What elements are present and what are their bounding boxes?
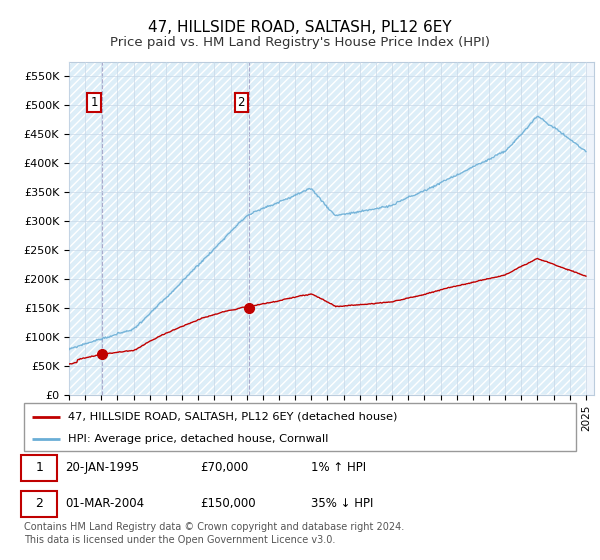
Text: £150,000: £150,000	[200, 497, 256, 510]
Text: £70,000: £70,000	[200, 461, 249, 474]
Text: 2: 2	[35, 497, 43, 510]
Text: Contains HM Land Registry data © Crown copyright and database right 2024.
This d: Contains HM Land Registry data © Crown c…	[24, 522, 404, 545]
FancyBboxPatch shape	[24, 403, 576, 451]
FancyBboxPatch shape	[21, 455, 57, 480]
Text: 47, HILLSIDE ROAD, SALTASH, PL12 6EY: 47, HILLSIDE ROAD, SALTASH, PL12 6EY	[148, 20, 452, 35]
Text: HPI: Average price, detached house, Cornwall: HPI: Average price, detached house, Corn…	[68, 434, 329, 444]
FancyBboxPatch shape	[21, 491, 57, 517]
Text: 1: 1	[35, 461, 43, 474]
Text: Price paid vs. HM Land Registry's House Price Index (HPI): Price paid vs. HM Land Registry's House …	[110, 36, 490, 49]
Text: 01-MAR-2004: 01-MAR-2004	[65, 497, 145, 510]
Text: 47, HILLSIDE ROAD, SALTASH, PL12 6EY (detached house): 47, HILLSIDE ROAD, SALTASH, PL12 6EY (de…	[68, 412, 398, 422]
Text: 1% ↑ HPI: 1% ↑ HPI	[311, 461, 366, 474]
Text: 1: 1	[90, 96, 98, 109]
Text: 35% ↓ HPI: 35% ↓ HPI	[311, 497, 373, 510]
Text: 2: 2	[238, 96, 245, 109]
Text: 20-JAN-1995: 20-JAN-1995	[65, 461, 139, 474]
